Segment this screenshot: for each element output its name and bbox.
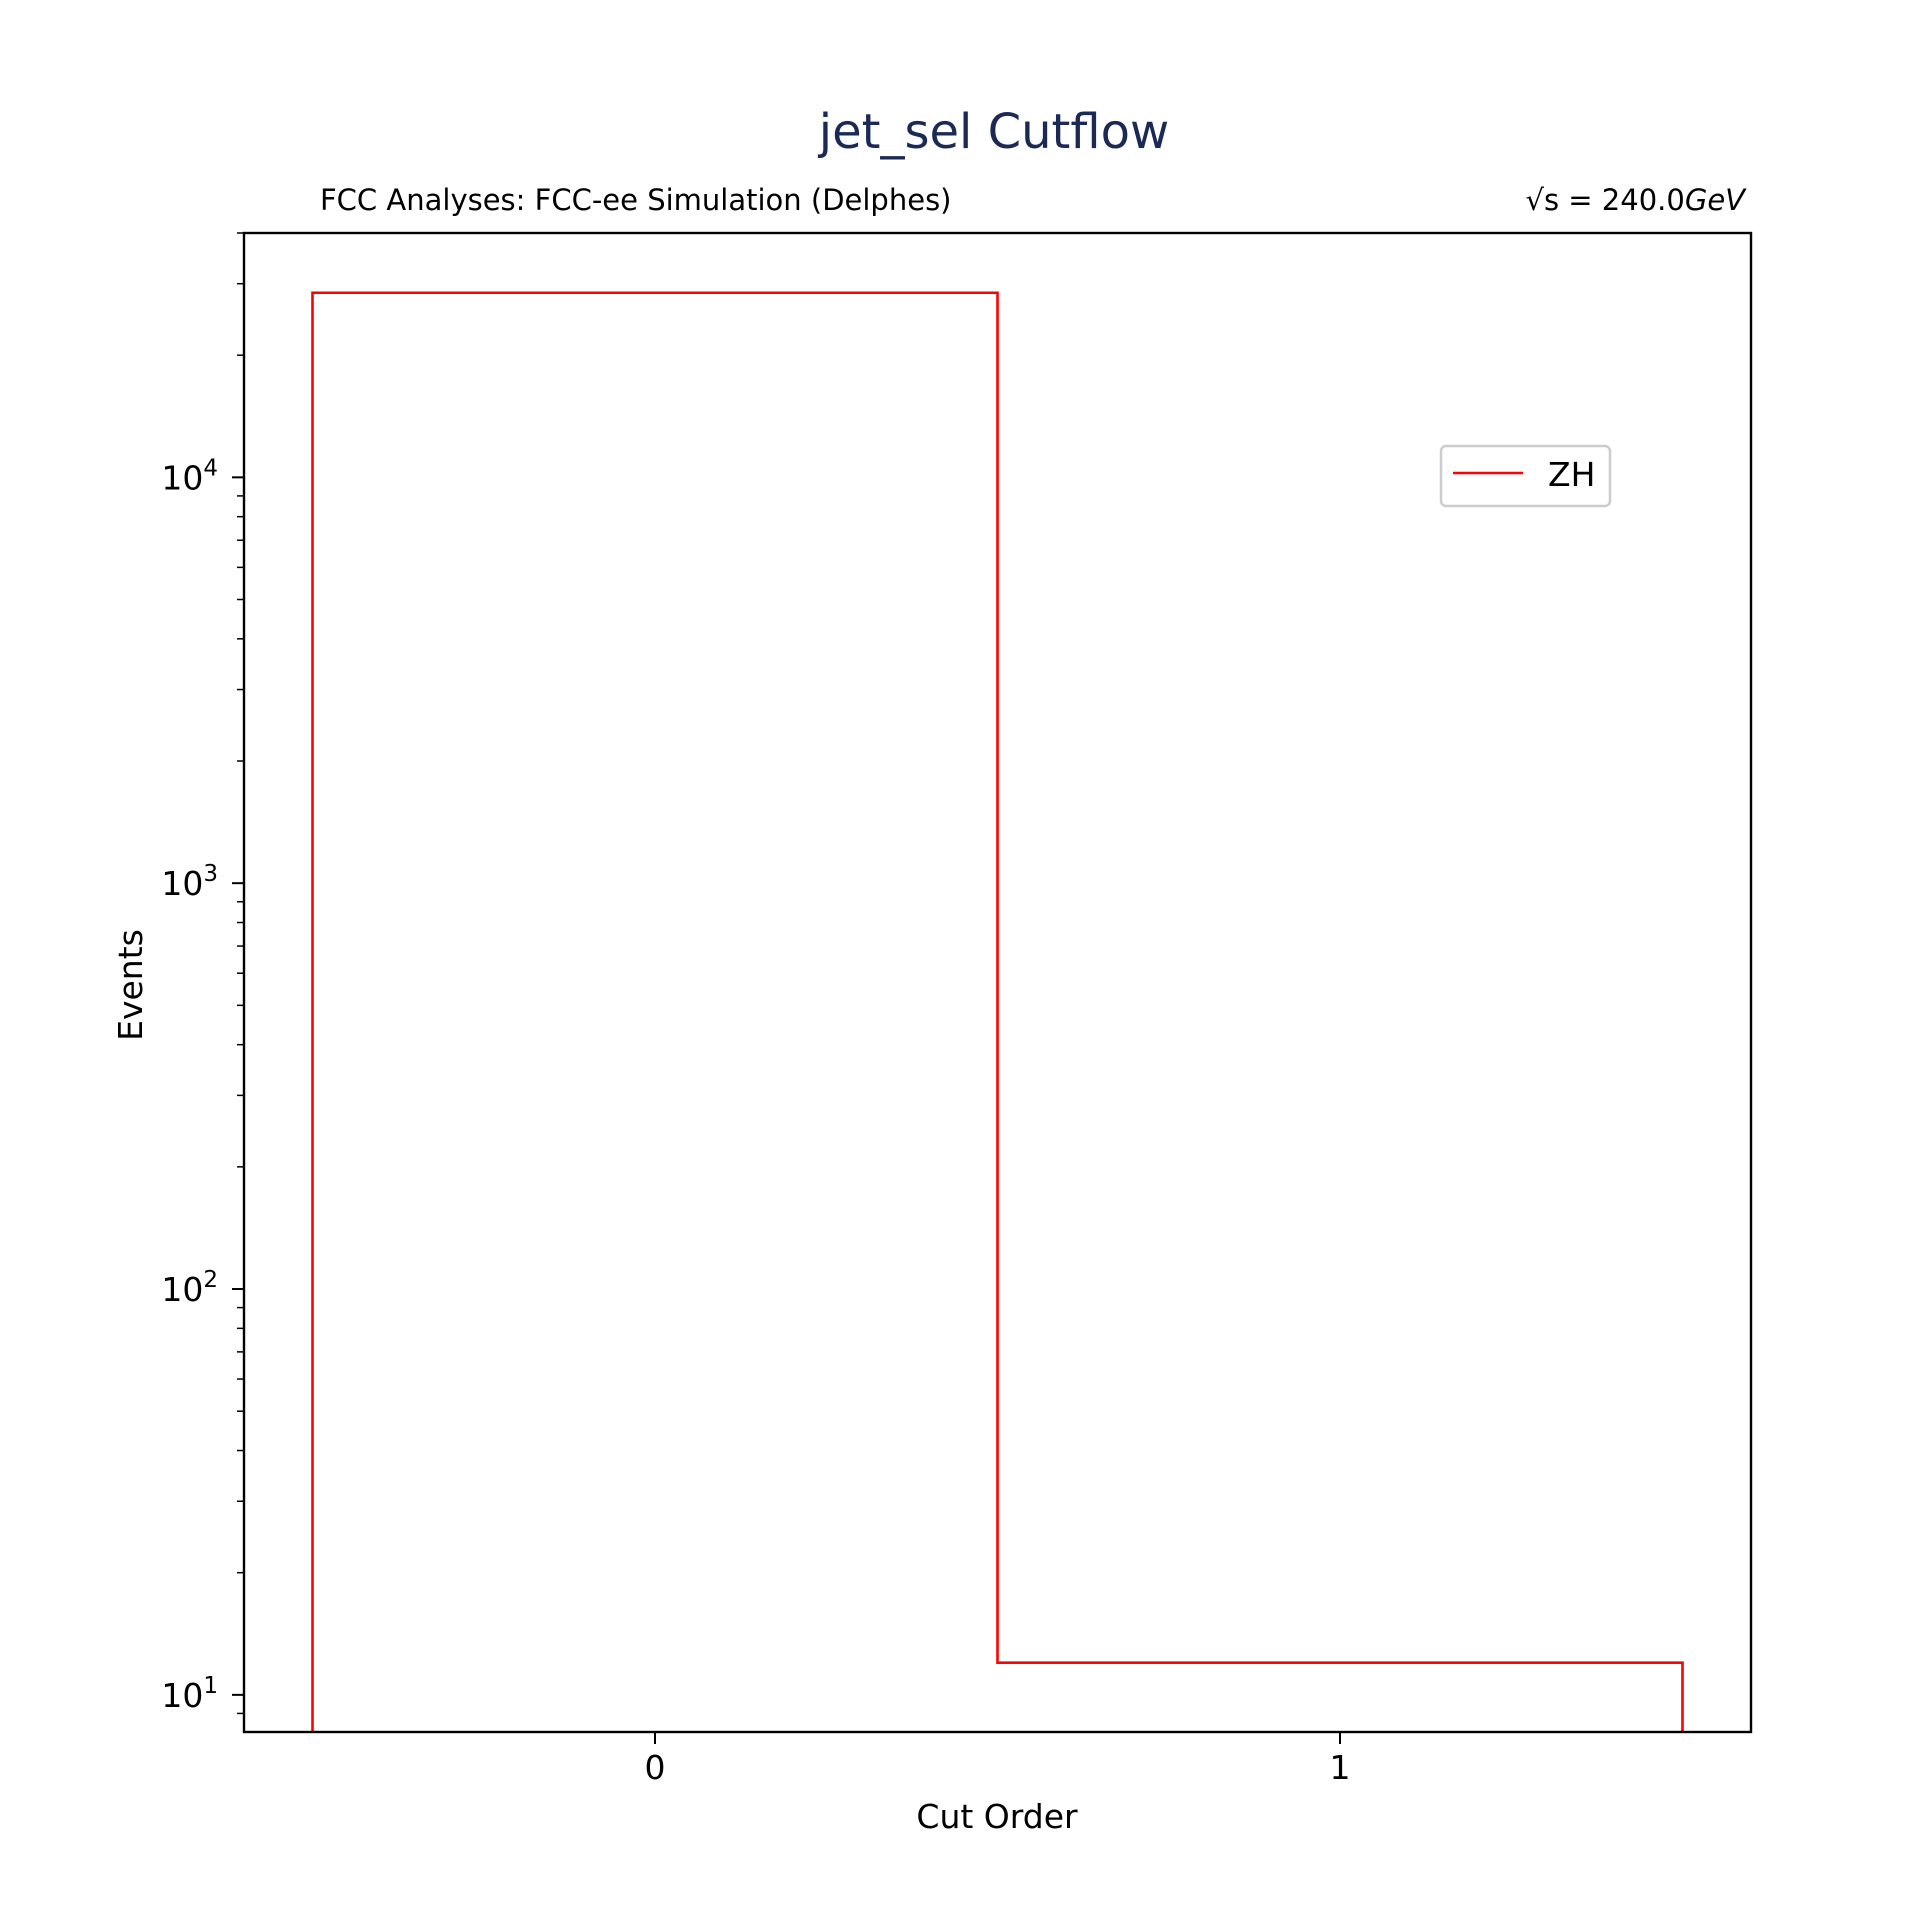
y-tick-label-base: 10 <box>161 1676 203 1715</box>
y-tick-label: 102 <box>161 1267 218 1309</box>
chart-title: jet_sel Cutflow <box>818 104 1169 160</box>
y-tick-label: 103 <box>161 861 218 903</box>
series-zh-step <box>311 291 1684 1732</box>
y-tick-label-exponent: 1 <box>203 1673 218 1699</box>
y-axis-label: Events <box>111 929 150 1041</box>
legend-label-zh: ZH <box>1548 455 1595 494</box>
y-tick-label-exponent: 2 <box>203 1267 218 1293</box>
y-tick-label-exponent: 3 <box>203 861 218 887</box>
legend: ZH <box>1439 444 1612 508</box>
y-tick-label-exponent: 4 <box>203 455 218 481</box>
x-tick-label: 1 <box>1330 1748 1351 1787</box>
chart-subtitle-right: √s = 240.0GeV <box>1525 183 1747 217</box>
legend-box <box>1439 444 1612 508</box>
plot-frame <box>242 231 1753 1734</box>
y-tick-label: 104 <box>161 455 218 497</box>
chart-subtitle-left: FCC Analyses: FCC-ee Simulation (Delphes… <box>320 183 952 217</box>
y-tick-label-base: 10 <box>161 1270 203 1309</box>
energy-unit: GeV <box>1685 183 1747 217</box>
energy-prefix: √s = 240.0 <box>1525 183 1684 217</box>
y-tick-label: 101 <box>161 1673 218 1715</box>
y-tick-label-base: 10 <box>161 458 203 497</box>
x-axis-label: Cut Order <box>916 1797 1078 1836</box>
y-tick-label-base: 10 <box>161 864 203 903</box>
x-tick-label: 0 <box>645 1748 666 1787</box>
